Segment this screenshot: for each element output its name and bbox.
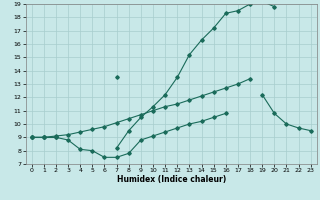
X-axis label: Humidex (Indice chaleur): Humidex (Indice chaleur)	[116, 175, 226, 184]
